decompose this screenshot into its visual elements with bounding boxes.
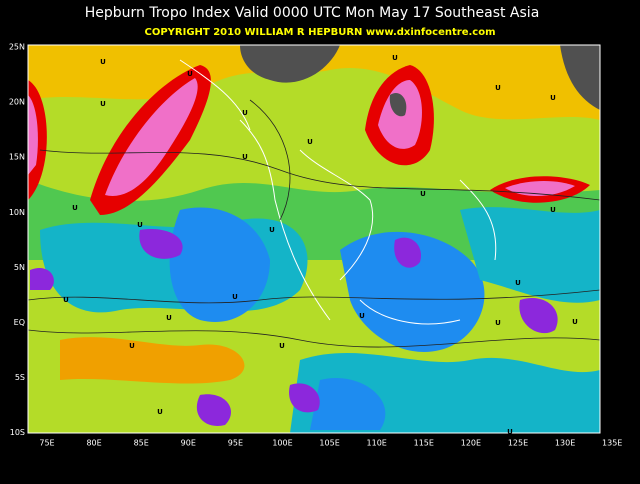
lat-label: 20N (9, 98, 25, 107)
lat-label: 10S (10, 428, 25, 437)
marker-label: U (495, 84, 501, 92)
marker-label: U (392, 54, 398, 62)
coastlines (179, 59, 497, 325)
marker-label: U (100, 100, 106, 108)
marker-label: U (515, 279, 521, 287)
marker-label: U (572, 318, 578, 326)
marker-label: U (72, 204, 78, 212)
marker-label: U (269, 226, 275, 234)
field (28, 45, 600, 433)
marker-label: U (242, 153, 248, 161)
lat-label: 10N (9, 208, 25, 217)
lon-label: 105E (319, 439, 339, 448)
marker-label: U (129, 342, 135, 350)
lon-label: 110E (367, 439, 387, 448)
marker-label: U (495, 319, 501, 327)
marker-label: U (507, 428, 513, 436)
marker-label: U (279, 342, 285, 350)
lon-label: 90E (181, 439, 196, 448)
contours (28, 99, 600, 348)
lon-label: 120E (461, 439, 481, 448)
lat-label: EQ (14, 318, 25, 327)
lon-label: 100E (272, 439, 292, 448)
lon-label: 80E (86, 439, 101, 448)
title: Hepburn Tropo Index Valid 0000 UTC Mon M… (85, 5, 540, 21)
marker-label: U (359, 312, 365, 320)
lon-label: 75E (39, 439, 54, 448)
lat-label: 15N (9, 153, 25, 162)
marker-label: U (307, 138, 313, 146)
marker-label: U (232, 293, 238, 301)
frame (27, 44, 601, 434)
marker-label: U (137, 221, 143, 229)
lon-label: 130E (555, 439, 575, 448)
marker-label: U (550, 206, 556, 214)
marker-label: U (100, 58, 106, 66)
lon-label: 115E (414, 439, 434, 448)
lon-label: 85E (134, 439, 149, 448)
lat-label: 5S (15, 373, 25, 382)
marker-label: U (242, 109, 248, 117)
lon-label: 95E (228, 439, 243, 448)
marker-label: U (550, 94, 556, 102)
lon-label: 125E (508, 439, 528, 448)
subtitle: COPYRIGHT 2010 WILLIAM R HEPBURN www.dxi… (144, 27, 495, 38)
lat-label: 25N (9, 43, 25, 52)
marker-label: U (157, 408, 163, 416)
lon-label: 135E (602, 439, 622, 448)
marker-label: U (63, 296, 69, 304)
marker-label: U (420, 190, 426, 198)
lat-label: 5N (14, 263, 25, 272)
marker-label: U (187, 70, 193, 78)
marker-label: U (166, 314, 172, 322)
